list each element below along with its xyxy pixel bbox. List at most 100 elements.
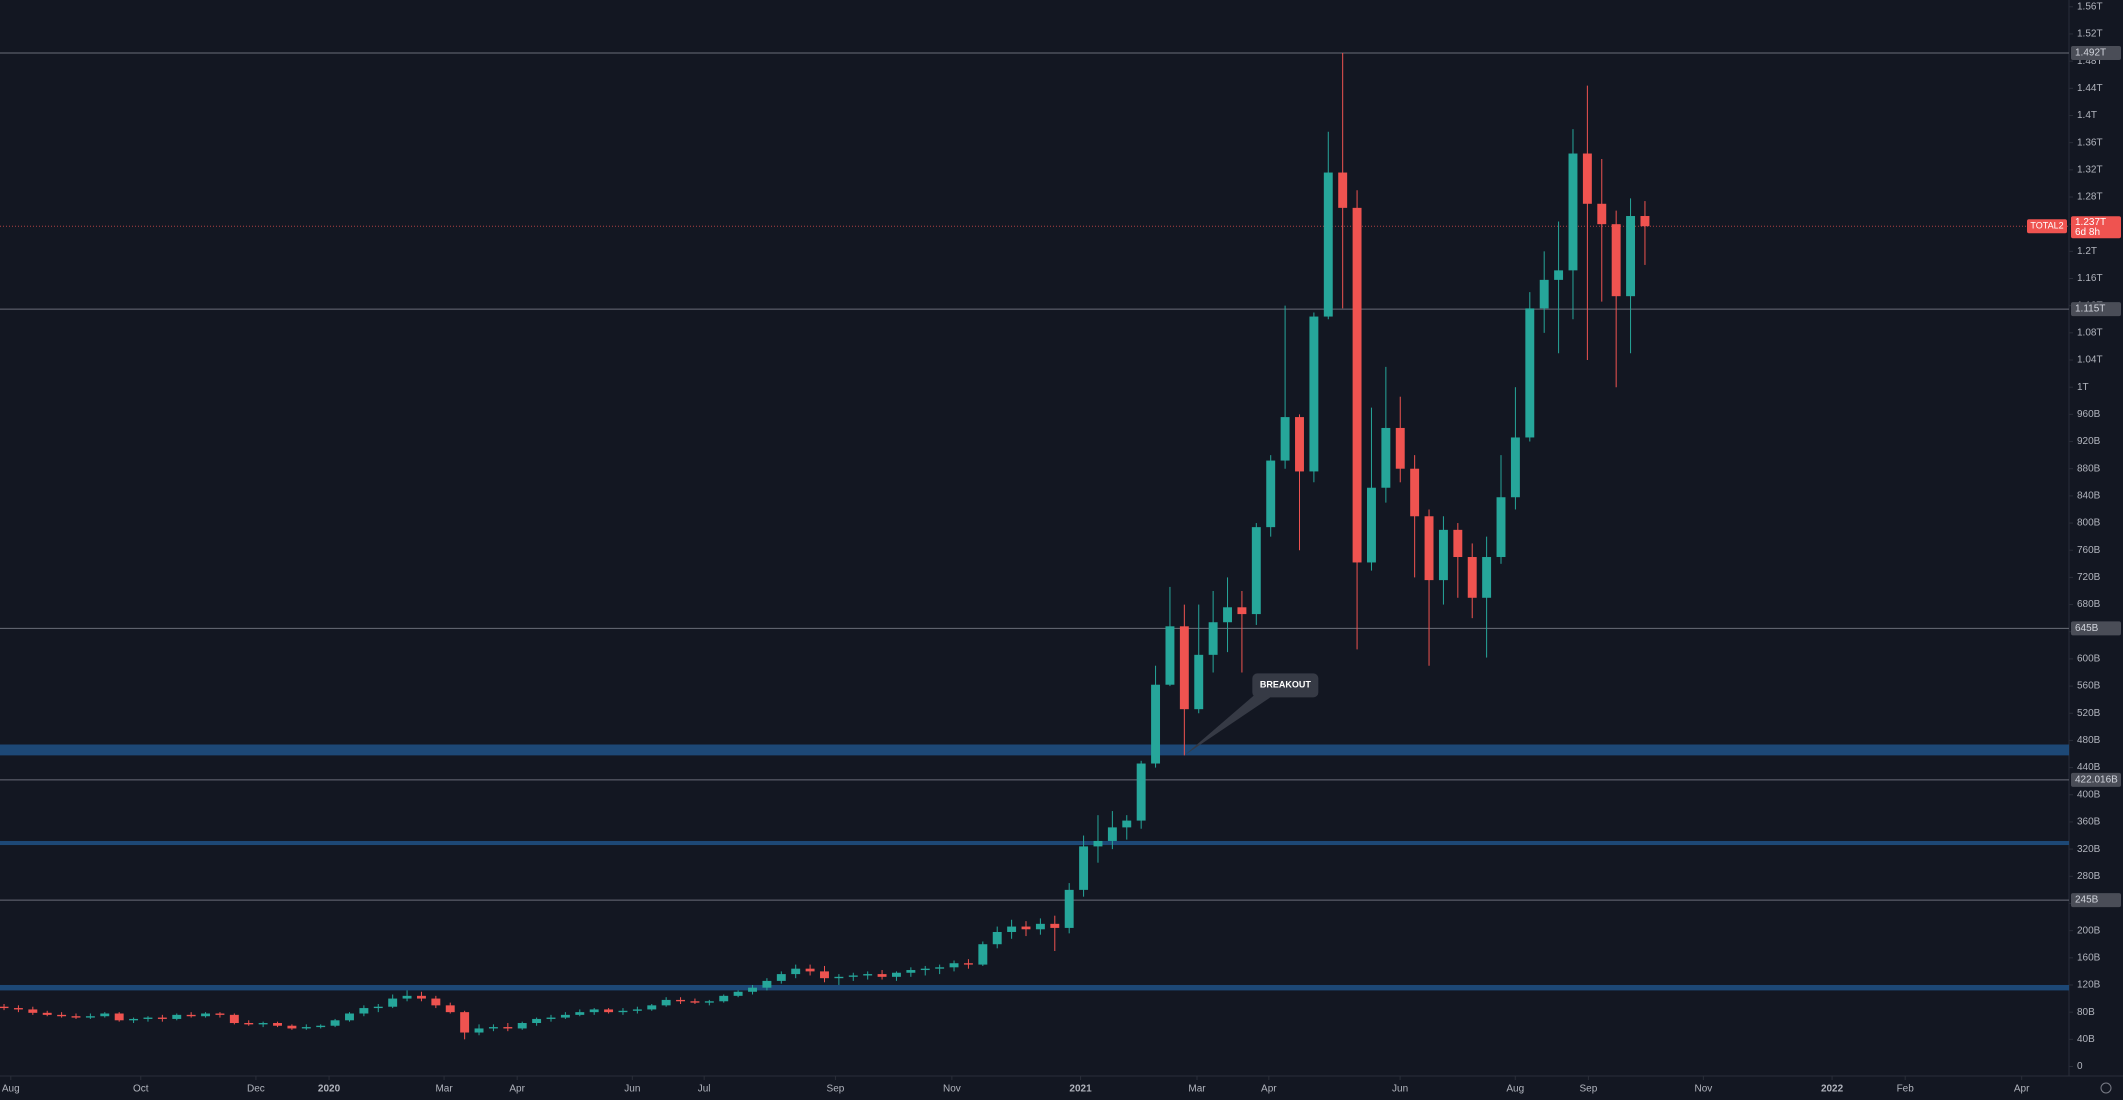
candle-body (647, 1005, 657, 1010)
y-tick-label: 1.44T (2077, 83, 2103, 94)
candle-body (820, 971, 829, 979)
candle-body (1280, 417, 1290, 461)
candle-body (1395, 427, 1405, 469)
candle-body (143, 1017, 153, 1019)
y-tick-label: 200B (2077, 925, 2101, 936)
y-tick-label: 360B (2077, 817, 2101, 828)
candle-body (1050, 923, 1060, 928)
level-label: 422.016B (2075, 774, 2118, 785)
y-tick-label: 1.2T (2077, 246, 2097, 257)
y-tick-label: 480B (2077, 735, 2101, 746)
x-tick-label: Nov (943, 1084, 961, 1095)
y-tick-label: 520B (2077, 708, 2101, 719)
level-label: 245B (2075, 895, 2099, 906)
y-tick-label: 1.04T (2077, 355, 2103, 366)
y-tick-label: 1T (2077, 382, 2089, 393)
candle-body (1352, 207, 1362, 563)
level-label: 1.492T (2075, 48, 2106, 59)
y-tick-label: 80B (2077, 1007, 2095, 1018)
x-tick-label: Aug (1506, 1084, 1524, 1095)
symbol-tag-box (2027, 219, 2067, 234)
candle-body (1266, 460, 1276, 528)
candle-body (920, 968, 930, 971)
candle-body (1237, 607, 1247, 615)
y-tick-label: 1.32T (2077, 164, 2103, 175)
x-tick-label: Oct (133, 1084, 149, 1095)
candle-body (891, 972, 901, 977)
x-tick-label: Apr (2014, 1084, 2030, 1095)
candle-body (0, 1006, 9, 1009)
candle-body (748, 987, 757, 992)
candle-body (460, 1012, 470, 1033)
candle-body (532, 1018, 542, 1024)
candle-body (431, 998, 441, 1006)
candle-body (1525, 308, 1535, 438)
candle-body (848, 975, 858, 977)
candle-body (1554, 270, 1564, 280)
candle-body (546, 1017, 556, 1019)
candle-body (215, 1013, 225, 1015)
x-tick-label: Mar (1188, 1084, 1206, 1095)
callout-pointer (1184, 693, 1271, 756)
y-tick-label: 560B (2077, 681, 2101, 692)
y-tick-label: 1.4T (2077, 110, 2097, 121)
x-tick-label: Aug (2, 1084, 20, 1095)
candle-body (28, 1009, 38, 1013)
x-tick-label: Mar (435, 1084, 453, 1095)
candle-body (488, 1027, 498, 1029)
x-tick-label: Feb (1897, 1084, 1915, 1095)
candle-body (575, 1012, 585, 1015)
candle-body (1367, 487, 1376, 563)
candle-body (733, 991, 743, 996)
candle-body (1194, 654, 1204, 710)
settings-icon[interactable] (2100, 1082, 2112, 1094)
candle-body (949, 963, 959, 968)
candle-body (388, 998, 398, 1007)
candle-body (517, 1023, 527, 1029)
candle-body (201, 1013, 211, 1017)
y-tick-label: 600B (2077, 654, 2101, 665)
candle-body (1338, 172, 1348, 208)
candle-body (287, 1025, 297, 1029)
countdown-label: 6d 8h (2075, 227, 2100, 238)
candle-body (1093, 840, 1103, 847)
candle-body (359, 1008, 369, 1014)
candle-body (992, 931, 1002, 945)
y-tick-label: 1.48T (2077, 56, 2103, 67)
last-price-box (2071, 216, 2121, 239)
candle-body (719, 995, 729, 1002)
x-tick-label: Apr (509, 1084, 525, 1095)
level-label: 645B (2075, 623, 2099, 634)
candle-body (114, 1013, 124, 1021)
candle-body (258, 1023, 268, 1025)
candle-body (129, 1018, 139, 1021)
candle-body (157, 1017, 167, 1019)
x-tick-label: Jun (1392, 1084, 1408, 1095)
candle-body (604, 1009, 614, 1013)
candle-body (1035, 923, 1045, 930)
candle-body (373, 1006, 383, 1009)
candle-body (1251, 527, 1261, 615)
candle-body (1496, 497, 1506, 558)
candle-body (1007, 926, 1017, 932)
y-tick-label: 800B (2077, 518, 2101, 529)
x-tick-label: 2021 (1069, 1084, 1092, 1095)
candle-body (416, 995, 426, 999)
candle-body (172, 1014, 182, 1019)
candle-body (791, 968, 801, 975)
y-tick-label: 680B (2077, 599, 2101, 610)
y-tick-label: 320B (2077, 844, 2101, 855)
support-zone (0, 984, 2069, 991)
candle-body (42, 1012, 52, 1015)
candle-body (1122, 820, 1132, 828)
candle-body (1611, 224, 1621, 297)
candle-body (1064, 889, 1074, 928)
y-tick-label: 1.52T (2077, 29, 2103, 40)
candle-body (1453, 529, 1463, 558)
candle-body (863, 974, 873, 976)
x-tick-label: Nov (1694, 1084, 1712, 1095)
candle-body (1568, 153, 1578, 271)
candle-body (100, 1013, 110, 1017)
x-tick-label: 2020 (318, 1084, 341, 1095)
